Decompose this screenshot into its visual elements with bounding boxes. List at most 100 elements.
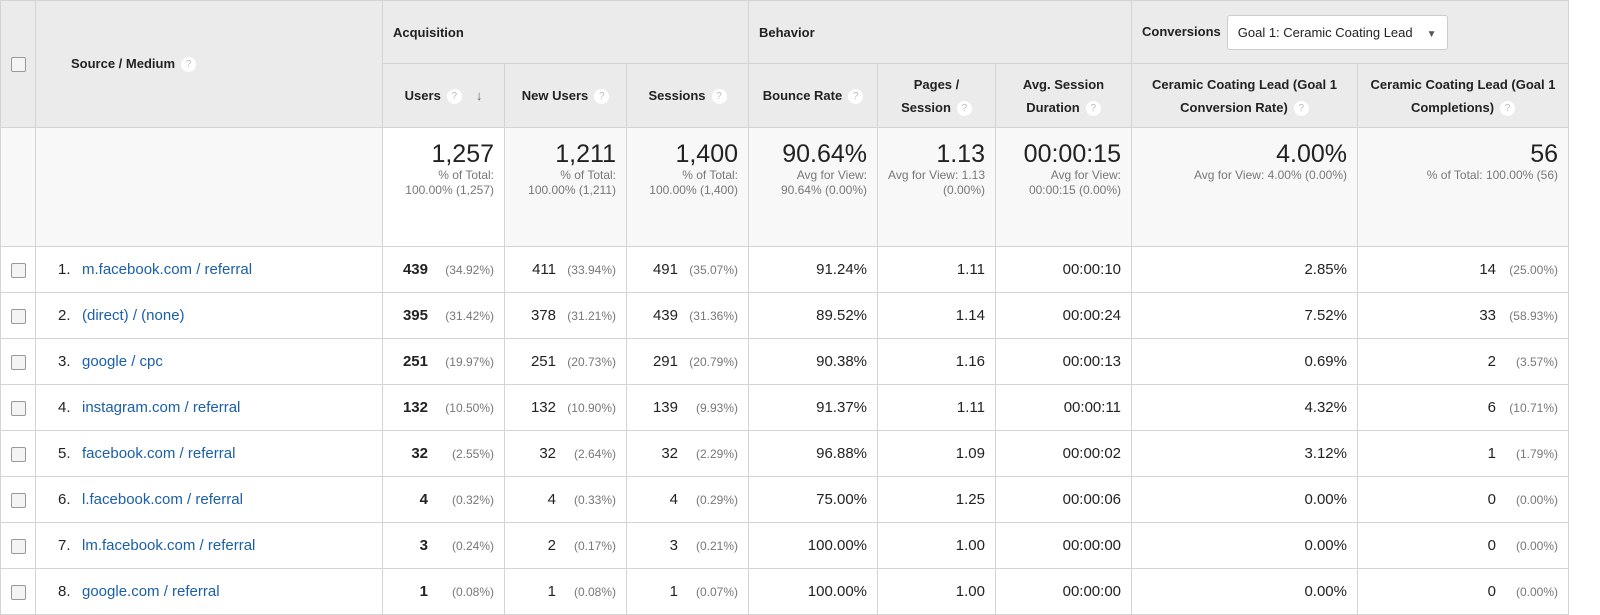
completions-value: 0 bbox=[1487, 491, 1496, 508]
goal-dropdown[interactable]: Goal 1: Ceramic Coating Lead ▼ bbox=[1226, 14, 1448, 50]
avg-session-duration-value: 00:00:11 bbox=[995, 384, 1132, 431]
percent: (0.17%) bbox=[573, 539, 616, 553]
help-icon[interactable]: ? bbox=[848, 89, 864, 105]
completions-value: 33 bbox=[1479, 307, 1496, 324]
total-subtext: Avg for View: 00:00:15 (0.00%) bbox=[1028, 168, 1121, 197]
avg-session-duration-value: 00:00:13 bbox=[995, 338, 1132, 385]
total-subtext: % of Total: 100.00% (1,211) bbox=[528, 168, 616, 197]
percent: (0.08%) bbox=[451, 585, 494, 599]
sessions-value: 439 bbox=[652, 307, 678, 324]
percent: (35.07%) bbox=[689, 263, 738, 277]
row-checkbox[interactable] bbox=[10, 262, 26, 278]
column-header-new-users[interactable]: New Users? bbox=[504, 63, 627, 128]
bounce-rate-value: 100.00% bbox=[748, 568, 878, 615]
column-header-avg-session-duration[interactable]: Avg. Session Duration? bbox=[995, 63, 1132, 128]
percent: (0.33%) bbox=[573, 493, 616, 507]
total-users: 1,257% of Total: 100.00% (1,257) bbox=[382, 127, 505, 247]
help-icon[interactable]: ? bbox=[181, 57, 197, 73]
pages-per-session-value: 1.09 bbox=[877, 430, 996, 477]
column-header-sessions[interactable]: Sessions? bbox=[626, 63, 749, 128]
column-label: Users bbox=[404, 88, 441, 103]
source-medium-link[interactable]: m.facebook.com / referral bbox=[82, 261, 253, 278]
column-header-bounce-rate[interactable]: Bounce Rate? bbox=[748, 63, 878, 128]
percent: (19.97%) bbox=[445, 355, 494, 369]
help-icon[interactable]: ? bbox=[446, 89, 462, 105]
table-row: 4. instagram.com / referral 132 (10.50%) 1… bbox=[0, 384, 1569, 431]
new-users-value: 378 bbox=[530, 307, 556, 324]
column-header-users[interactable]: Users? ↓ bbox=[382, 63, 505, 128]
column-label: Pages / Session bbox=[901, 76, 960, 115]
help-icon[interactable]: ? bbox=[956, 100, 972, 116]
conversion-rate-value: 3.12% bbox=[1131, 430, 1358, 477]
row-checkbox[interactable] bbox=[10, 308, 26, 324]
row-checkbox[interactable] bbox=[10, 446, 26, 462]
source-medium-link[interactable]: google / cpc bbox=[82, 353, 163, 370]
column-label: New Users bbox=[521, 88, 589, 103]
table-row: 2. (direct) / (none) 395 (31.42%) 378 (31.2… bbox=[0, 292, 1569, 339]
source-medium-link[interactable]: l.facebook.com / referral bbox=[82, 491, 243, 508]
column-label: Ceramic Coating Lead (Goal 1 Completions… bbox=[1370, 76, 1556, 115]
row-checkbox[interactable] bbox=[10, 492, 26, 508]
total-value: 1,400 bbox=[675, 140, 738, 168]
total-value: 00:00:15 bbox=[1023, 140, 1121, 168]
help-icon[interactable]: ? bbox=[1500, 100, 1516, 116]
row-checkbox[interactable] bbox=[10, 584, 26, 600]
pages-per-session-value: 1.16 bbox=[877, 338, 996, 385]
sessions-value: 491 bbox=[652, 261, 678, 278]
total-value: 1,257 bbox=[431, 140, 494, 168]
help-icon[interactable]: ? bbox=[594, 89, 610, 105]
column-header-conversion-rate[interactable]: Ceramic Coating Lead (Goal 1 Conversion … bbox=[1131, 63, 1358, 128]
completions-value: 6 bbox=[1487, 399, 1496, 416]
percent: (58.93%) bbox=[1509, 309, 1558, 323]
sort-desc-icon[interactable]: ↓ bbox=[475, 88, 483, 103]
row-number: 1. bbox=[58, 261, 71, 278]
percent: (33.94%) bbox=[567, 263, 616, 277]
bounce-rate-value: 91.37% bbox=[748, 384, 878, 431]
total-value: 4.00% bbox=[1276, 140, 1347, 168]
sessions-value: 291 bbox=[652, 353, 678, 370]
percent: (0.00%) bbox=[1515, 493, 1558, 507]
sessions-value: 4 bbox=[669, 491, 678, 508]
caret-down-icon: ▼ bbox=[1426, 28, 1437, 40]
users-value: 439 bbox=[402, 261, 428, 278]
help-icon[interactable]: ? bbox=[1293, 100, 1309, 116]
pages-per-session-value: 1.11 bbox=[877, 246, 996, 293]
sessions-value: 3 bbox=[669, 537, 678, 554]
source-medium-link[interactable]: facebook.com / referral bbox=[82, 445, 236, 462]
percent: (10.50%) bbox=[445, 401, 494, 415]
total-subtext: Avg for View: 1.13 (0.00%) bbox=[888, 168, 985, 197]
help-icon[interactable]: ? bbox=[1085, 100, 1101, 116]
source-medium-header[interactable]: Source / Medium? bbox=[35, 0, 383, 128]
percent: (20.79%) bbox=[689, 355, 738, 369]
total-pages-per-session: 1.13 Avg for View: 1.13 (0.00%) bbox=[877, 127, 996, 247]
source-medium-link[interactable]: instagram.com / referral bbox=[82, 399, 241, 416]
percent: (31.21%) bbox=[567, 309, 616, 323]
source-medium-link[interactable]: (direct) / (none) bbox=[82, 307, 185, 324]
bounce-rate-value: 75.00% bbox=[748, 476, 878, 523]
row-checkbox[interactable] bbox=[10, 538, 26, 554]
new-users-value: 1 bbox=[547, 583, 556, 600]
users-value: 395 bbox=[402, 307, 428, 324]
table-row: 3. google / cpc 251 (19.97%) 251 (20.73%) 2… bbox=[0, 338, 1569, 385]
percent: (10.71%) bbox=[1509, 401, 1558, 415]
help-icon[interactable]: ? bbox=[711, 89, 727, 105]
new-users-value: 132 bbox=[530, 399, 556, 416]
conversion-rate-value: 2.85% bbox=[1131, 246, 1358, 293]
source-medium-link[interactable]: lm.facebook.com / referral bbox=[82, 537, 256, 554]
table-row: 6. l.facebook.com / referral 4 (0.32%) 4 (0… bbox=[0, 476, 1569, 523]
row-checkbox[interactable] bbox=[10, 400, 26, 416]
users-value: 32 bbox=[411, 445, 428, 462]
users-value: 1 bbox=[419, 583, 428, 600]
column-header-pages-per-session[interactable]: Pages / Session? bbox=[877, 63, 996, 128]
row-checkbox[interactable] bbox=[10, 354, 26, 370]
source-medium-link[interactable]: google.com / referral bbox=[82, 583, 220, 600]
select-all-checkbox[interactable] bbox=[10, 57, 26, 73]
conversions-label: Conversions bbox=[1142, 23, 1221, 39]
completions-value: 1 bbox=[1487, 445, 1496, 462]
avg-session-duration-value: 00:00:00 bbox=[995, 522, 1132, 569]
column-header-completions[interactable]: Ceramic Coating Lead (Goal 1 Completions… bbox=[1357, 63, 1569, 128]
pages-per-session-value: 1.00 bbox=[877, 522, 996, 569]
avg-session-duration-value: 00:00:24 bbox=[995, 292, 1132, 339]
avg-session-duration-value: 00:00:02 bbox=[995, 430, 1132, 477]
percent: (1.79%) bbox=[1515, 447, 1558, 461]
